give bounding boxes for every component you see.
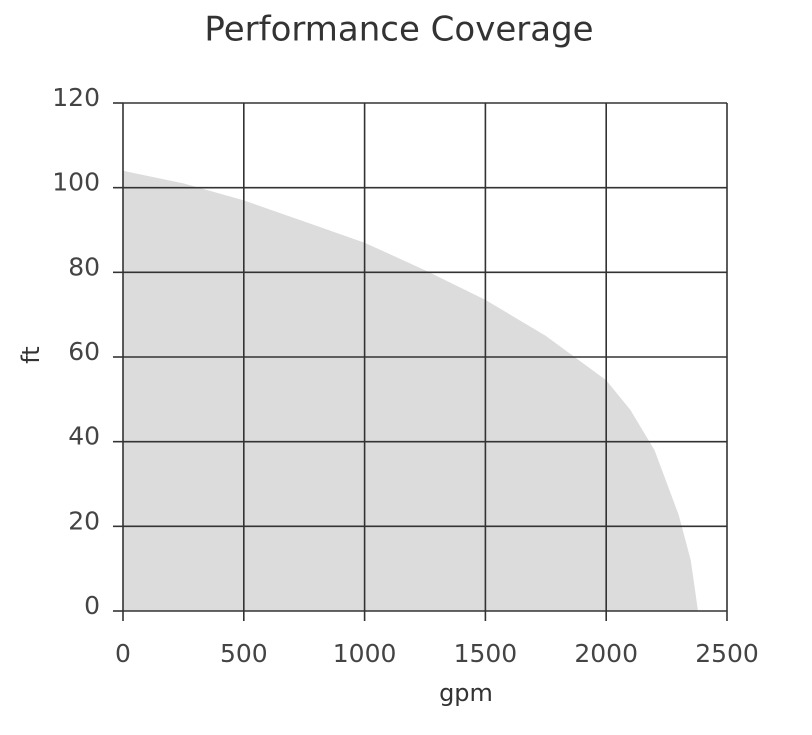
x-tick-label: 2000: [574, 639, 638, 668]
y-tick-label: 120: [52, 83, 100, 112]
y-tick-label: 20: [68, 506, 100, 535]
x-axis-label: gpm: [439, 679, 493, 707]
area: [123, 170, 699, 611]
x-tick-label: 0: [115, 639, 131, 668]
x-tick-label: 2500: [695, 639, 759, 668]
y-tick-label: 60: [68, 337, 100, 366]
x-tick-label: 1000: [333, 639, 397, 668]
y-tick-label: 100: [52, 168, 100, 197]
chart-title: Performance Coverage: [204, 10, 593, 50]
y-tick-label: 0: [84, 591, 100, 620]
y-tick-label: 40: [68, 422, 100, 451]
x-tick-label: 1500: [454, 639, 518, 668]
y-axis-label: ft: [17, 346, 45, 363]
y-tick-label: 80: [68, 252, 100, 281]
x-tick-label: 500: [220, 639, 268, 668]
